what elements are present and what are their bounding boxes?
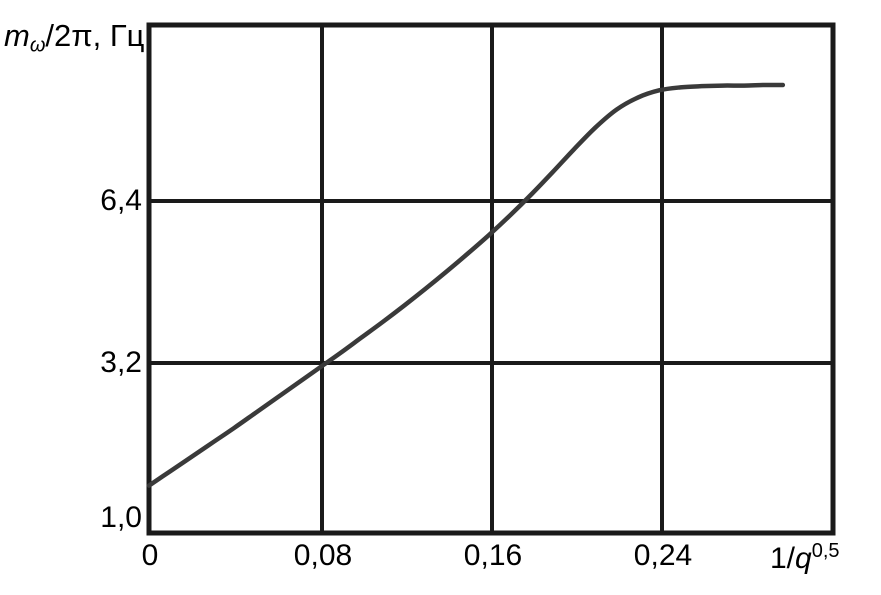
y-axis-title-subscript: ω: [29, 34, 46, 57]
y-axis-title: mω/2π, Гц: [4, 20, 144, 56]
x-tick-label-0-24: 0,24: [633, 539, 693, 572]
horizontal-gridlines: [149, 199, 833, 365]
y-tick-label-3-2: 3,2: [100, 346, 142, 379]
x-axis-title-superscript: 0,5: [811, 540, 840, 562]
x-axis-title-prefix: 1/: [770, 542, 796, 575]
y-tick-label-1-0: 1,0: [100, 501, 142, 534]
y-tick-label-6-4: 6,4: [100, 184, 142, 217]
plot-frame: [146, 22, 836, 536]
x-axis-title-symbol: q: [795, 542, 812, 575]
y-axis-title-rest: /2π, Гц: [45, 18, 145, 53]
x-tick-label-0-16: 0,16: [463, 539, 523, 572]
x-axis-title: 1/q0,5: [770, 541, 840, 574]
x-tick-label-0-08: 0,08: [293, 539, 353, 572]
vertical-gridlines: [320, 25, 664, 533]
data-series-line: [146, 82, 786, 488]
y-axis-title-symbol: m: [4, 18, 30, 53]
x-tick-label-0: 0: [141, 539, 159, 572]
